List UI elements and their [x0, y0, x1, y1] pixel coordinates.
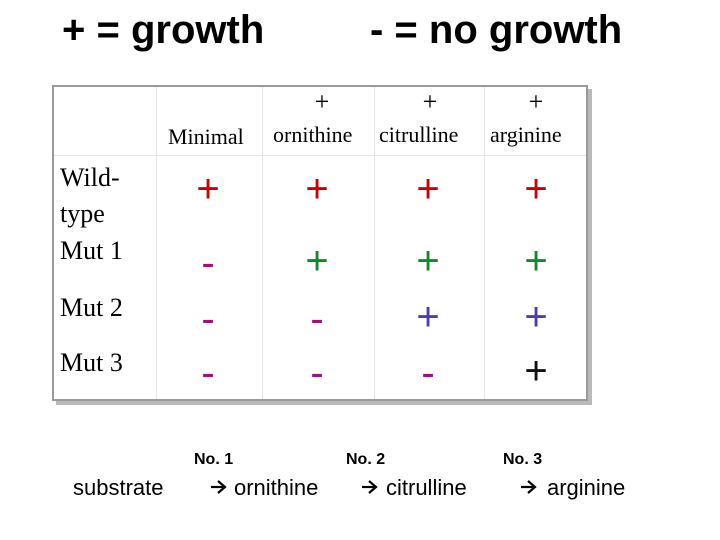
- right-arrow-icon: [521, 480, 537, 494]
- pathway-citrulline: citrulline: [386, 475, 467, 500]
- table-border-right: [586, 85, 588, 401]
- column-header-arginine: arginine: [490, 122, 562, 147]
- right-arrow-icon: [211, 480, 227, 494]
- cell-mut1-ornithine: +: [305, 239, 329, 283]
- grid-col-divider: [262, 87, 263, 399]
- row-label-wildtype: Wild-: [60, 163, 120, 192]
- pathway-ornithine: ornithine: [234, 475, 319, 500]
- step-label-1: No. 1: [194, 451, 234, 468]
- column-prefix-arginine: +: [528, 87, 544, 116]
- cell-mut3-minimal: -: [201, 351, 215, 395]
- legend-no-growth: - = no growth: [370, 8, 623, 52]
- pathway-arginine: arginine: [547, 475, 626, 500]
- cell-mut1-citrulline: +: [416, 239, 440, 283]
- column-header-ornithine: ornithine: [273, 122, 353, 147]
- row-label-wildtype-line2: type: [60, 199, 105, 228]
- grid-col-divider: [374, 87, 375, 399]
- row-label-mut2: Mut 2: [60, 293, 123, 322]
- cell-mut1-arginine: +: [524, 239, 548, 283]
- cell-mut2-arginine: +: [524, 295, 548, 339]
- grid-col-divider: [156, 87, 157, 399]
- cell-wildtype-citrulline: +: [416, 167, 440, 211]
- step-label-3: No. 3: [503, 451, 543, 468]
- cell-mut3-arginine: +: [524, 349, 548, 393]
- table-border-top: [52, 85, 588, 87]
- right-arrow-icon: [362, 480, 378, 494]
- cell-wildtype-minimal: +: [196, 167, 220, 211]
- step-label-2: No. 2: [346, 451, 386, 468]
- cell-mut2-minimal: -: [201, 297, 215, 341]
- legend-growth: + = growth: [62, 8, 265, 52]
- cell-mut3-citrulline: -: [421, 351, 435, 395]
- grid-col-divider: [484, 87, 485, 399]
- pathway-substrate: substrate: [73, 475, 164, 500]
- cell-wildtype-ornithine: +: [305, 167, 329, 211]
- column-header-citrulline: citrulline: [379, 122, 459, 147]
- cell-wildtype-arginine: +: [524, 167, 548, 211]
- cell-mut1-minimal: -: [201, 241, 215, 285]
- table-border-left: [52, 85, 54, 401]
- cell-mut2-ornithine: -: [310, 297, 324, 341]
- cell-mut2-citrulline: +: [416, 295, 440, 339]
- column-header-minimal: Minimal: [168, 124, 244, 149]
- grid-row-divider: [54, 155, 586, 156]
- column-prefix-ornithine: +: [314, 87, 330, 116]
- cell-mut3-ornithine: -: [310, 351, 324, 395]
- growth-table: + + + Minimal ornithine citrulline argin…: [52, 85, 588, 401]
- row-label-mut1: Mut 1: [60, 236, 123, 265]
- row-label-mut3: Mut 3: [60, 348, 123, 377]
- table-border-bottom: [52, 399, 588, 401]
- column-prefix-citrulline: +: [422, 87, 438, 116]
